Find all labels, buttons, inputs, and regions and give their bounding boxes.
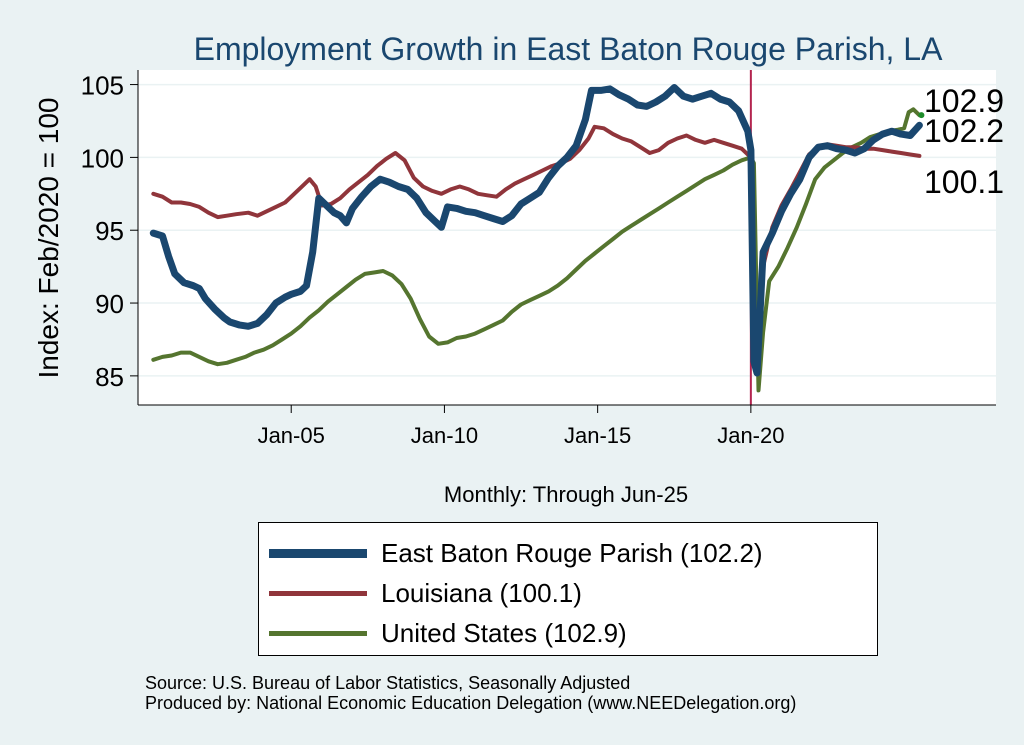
- series-lines: [149, 84, 925, 393]
- y-tick-label: 90: [95, 289, 124, 319]
- series-line-us: [151, 107, 922, 393]
- legend: East Baton Rouge Parish (102.2) Louisian…: [258, 522, 878, 656]
- y-axis: 85 90 95 100 105: [81, 70, 139, 405]
- x-tick-label: Jan-05: [258, 423, 325, 448]
- y-tick-label: 105: [81, 71, 124, 101]
- legend-swatch-us: [269, 630, 367, 636]
- series-line-ebr: [149, 84, 923, 377]
- legend-label-louisiana: Louisiana (100.1): [381, 577, 582, 608]
- end-label-us: 102.9: [924, 83, 1004, 119]
- chart-title: Employment Growth in East Baton Rouge Pa…: [194, 31, 943, 67]
- us-endpoint-marker: [918, 112, 925, 119]
- producer-note: Produced by: National Economic Education…: [145, 693, 797, 713]
- legend-swatch-ebr: [269, 548, 367, 558]
- y-tick-label: 85: [95, 362, 124, 392]
- y-tick-label: 100: [81, 143, 124, 173]
- legend-item-louisiana: Louisiana (100.1): [269, 575, 582, 611]
- legend-label-us: United States (102.9): [381, 617, 627, 648]
- y-tick-label: 95: [95, 216, 124, 246]
- legend-item-us: United States (102.9): [269, 615, 627, 651]
- legend-swatch-louisiana: [269, 590, 367, 596]
- legend-label-ebr: East Baton Rouge Parish (102.2): [381, 537, 763, 568]
- legend-item-ebr: East Baton Rouge Parish (102.2): [269, 535, 763, 571]
- x-axis: Jan-05 Jan-10 Jan-15 Jan-20: [138, 404, 996, 448]
- x-tick-label: Jan-20: [717, 423, 784, 448]
- end-label-louisiana: 100.1: [924, 164, 1004, 200]
- plot-area: [138, 70, 996, 405]
- source-note: Source: U.S. Bureau of Labor Statistics,…: [145, 673, 631, 693]
- x-axis-label: Monthly: Through Jun-25: [444, 482, 688, 507]
- y-axis-label: Index: Feb/2020 = 100: [33, 98, 64, 379]
- employment-line-chart: Employment Growth in East Baton Rouge Pa…: [33, 31, 1004, 507]
- x-tick-label: Jan-10: [411, 423, 478, 448]
- x-tick-label: Jan-15: [564, 423, 631, 448]
- end-label-ebr: 102.2: [924, 113, 1004, 149]
